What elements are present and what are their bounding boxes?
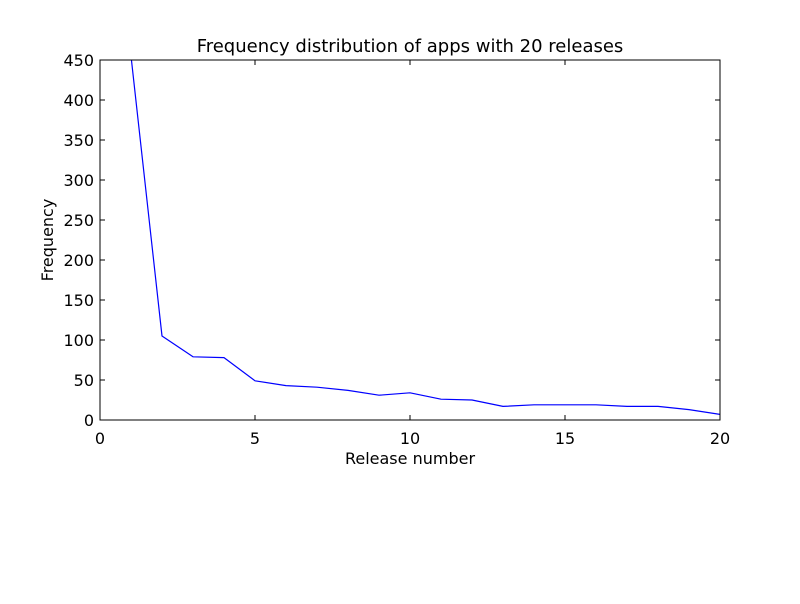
- y-tick-label: 100: [63, 331, 94, 350]
- plot-frame: [99, 59, 721, 421]
- y-tick-label: 300: [63, 171, 94, 190]
- x-tick-label: 15: [555, 429, 575, 448]
- y-axis-label: Frequency: [38, 199, 57, 282]
- y-tick-label: 250: [63, 211, 94, 230]
- x-tick-label: 20: [710, 429, 730, 448]
- y-tick-label: 450: [63, 51, 94, 70]
- y-tick-label: 350: [63, 131, 94, 150]
- x-tick-label: 10: [400, 429, 420, 448]
- y-tick-label: 150: [63, 291, 94, 310]
- y-tick-label: 400: [63, 91, 94, 110]
- x-tick-label: 0: [95, 429, 105, 448]
- x-axis-label: Release number: [345, 449, 475, 468]
- series-layer: [130, 60, 720, 415]
- y-tick-label: 50: [74, 371, 94, 390]
- x-tick-label: 5: [250, 429, 260, 448]
- chart-title: Frequency distribution of apps with 20 r…: [197, 36, 624, 57]
- y-tick-label: 200: [63, 251, 94, 270]
- y-tick-label: 0: [84, 411, 94, 430]
- series-line: [130, 60, 720, 415]
